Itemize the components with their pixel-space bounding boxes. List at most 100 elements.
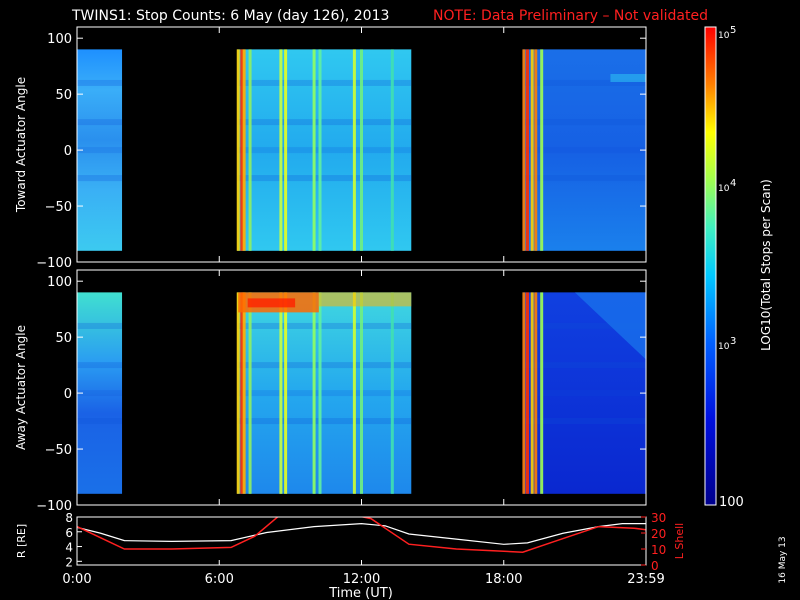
- angle-band: [522, 175, 646, 182]
- lshell-tick-label: 0: [651, 559, 659, 573]
- y-tick-label: 50: [55, 88, 72, 103]
- event-stripe: [318, 49, 322, 251]
- event-stripe: [530, 292, 534, 494]
- preliminary-note: NOTE: Data Preliminary – Not validated: [433, 8, 708, 24]
- y-tick-label: 0: [64, 144, 72, 159]
- toward-angle-panel: 100 50 0 −50 −100 Toward Actuator Angle: [14, 26, 647, 271]
- elevated-count-region: [318, 292, 412, 307]
- y-tick-label: 50: [55, 331, 72, 346]
- angle-band: [237, 322, 412, 329]
- event-stripe: [390, 49, 394, 251]
- angle-band: [237, 418, 412, 425]
- lshell-axis-label: L Shell: [673, 523, 686, 559]
- high-count-core: [247, 298, 296, 308]
- event-stripe: [284, 292, 288, 494]
- colorbar: 10 5 10 4 10 3 100 LOG10(Total Stops per…: [704, 25, 773, 510]
- time-tick-label: 12:00: [343, 572, 380, 587]
- lshell-tick-label: 20: [651, 527, 666, 541]
- time-tick-label: 6:00: [205, 572, 234, 587]
- elevated-count-strip: [610, 74, 646, 82]
- time-tick-label: 0:00: [62, 572, 91, 587]
- event-stripe: [360, 292, 363, 494]
- angle-band: [77, 175, 123, 182]
- y-tick-label: 0: [64, 387, 72, 402]
- date-stamp: 16 May 13: [778, 536, 788, 583]
- angle-band: [522, 322, 646, 329]
- time-tick-label: 18:00: [485, 572, 522, 587]
- event-stripe: [284, 49, 288, 251]
- heatmap-block: [77, 292, 123, 494]
- angle-band: [522, 119, 646, 126]
- diagonal-count-boundary: [574, 292, 646, 360]
- angle-band: [237, 119, 412, 126]
- angle-band: [522, 362, 646, 369]
- figure-title: TWINS1: Stop Counts: 6 May (day 126), 20…: [71, 8, 389, 24]
- angle-band: [77, 322, 123, 329]
- r-tick-label: 8: [65, 511, 73, 525]
- event-stripe: [540, 49, 544, 251]
- colorbar-tick-1e4-exp: 4: [730, 178, 736, 189]
- event-stripe: [279, 49, 283, 251]
- event-stripe: [352, 292, 356, 494]
- colorbar-tick-1e3-base: 10: [718, 342, 730, 352]
- time-tick-label: 23:59: [627, 572, 664, 587]
- angle-band: [522, 390, 646, 397]
- y-axis-label: Toward Actuator Angle: [14, 77, 28, 213]
- event-stripe: [242, 49, 246, 251]
- angle-band: [522, 418, 646, 425]
- event-stripe: [522, 292, 526, 494]
- angle-band: [522, 79, 646, 86]
- event-stripe: [248, 49, 252, 251]
- heatmap-block: [237, 49, 412, 251]
- event-stripe: [236, 292, 240, 494]
- angle-band: [522, 147, 646, 154]
- angle-band: [237, 79, 412, 86]
- event-stripe: [352, 49, 356, 251]
- y-axis-label: Away Actuator Angle: [14, 325, 28, 450]
- y-tick-label: −100: [36, 499, 72, 514]
- event-stripe: [534, 49, 538, 251]
- r-re-line: [77, 523, 646, 545]
- angle-band: [77, 79, 123, 86]
- r-axis-label: R [RE]: [15, 524, 28, 558]
- heatmap-block: [237, 292, 412, 494]
- colorbar-tick-100: 100: [719, 495, 744, 510]
- angle-band: [77, 362, 123, 369]
- time-axis-label: Time (UT): [328, 586, 393, 600]
- angle-band: [237, 362, 412, 369]
- r-tick-label: 6: [65, 526, 73, 540]
- lshell-tick-label: 30: [651, 511, 666, 525]
- heatmap-block: [522, 49, 646, 251]
- event-stripe: [312, 292, 316, 494]
- lshell-tick-label: 10: [651, 543, 666, 557]
- colorbar-tick-1e5-base: 10: [718, 31, 730, 41]
- event-stripe: [530, 49, 534, 251]
- event-stripe: [248, 292, 252, 494]
- event-stripe: [240, 292, 244, 494]
- angle-band: [237, 390, 412, 397]
- angle-band: [237, 147, 412, 154]
- event-stripe: [242, 292, 246, 494]
- angle-band: [237, 175, 412, 182]
- y-tick-label: −50: [45, 443, 72, 458]
- angle-band: [77, 418, 123, 425]
- colorbar-tick-1e3-exp: 3: [730, 336, 736, 347]
- event-stripe: [360, 49, 363, 251]
- event-stripe: [525, 49, 529, 251]
- event-stripe: [534, 292, 538, 494]
- colorbar-tick-1e5-exp: 5: [730, 25, 736, 36]
- heatmap-block: [77, 49, 123, 251]
- angle-band: [77, 119, 123, 126]
- colorbar-gradient: [704, 26, 717, 506]
- r-tick-label: 4: [65, 541, 73, 555]
- event-stripe: [240, 49, 244, 251]
- y-tick-label: 100: [47, 275, 72, 290]
- colorbar-tick-1e4-base: 10: [718, 184, 730, 194]
- angle-band: [77, 147, 123, 154]
- event-stripe: [525, 292, 529, 494]
- event-stripe: [390, 292, 394, 494]
- event-stripe: [318, 292, 322, 494]
- colorbar-label: LOG10(Total Stops per Scan): [759, 179, 773, 351]
